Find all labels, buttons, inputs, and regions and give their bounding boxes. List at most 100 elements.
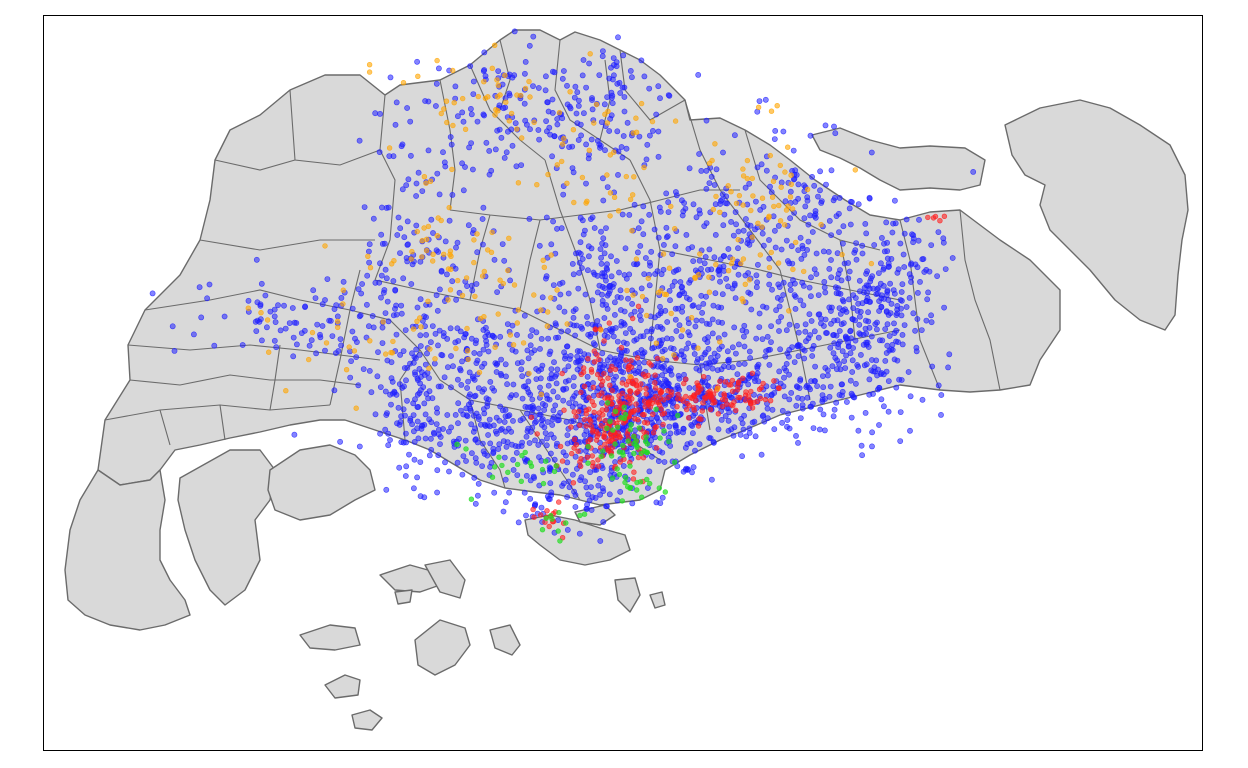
point-blue bbox=[921, 256, 926, 261]
point-blue bbox=[892, 291, 897, 296]
point-blue bbox=[450, 192, 455, 197]
point-blue bbox=[929, 313, 934, 318]
point-orange bbox=[493, 345, 498, 350]
point-orange bbox=[495, 78, 500, 83]
point-blue bbox=[531, 34, 536, 39]
point-blue bbox=[322, 348, 327, 353]
point-orange bbox=[793, 240, 798, 245]
point-red bbox=[578, 464, 583, 469]
point-blue bbox=[658, 501, 663, 506]
point-blue bbox=[600, 351, 605, 356]
point-blue bbox=[484, 140, 489, 145]
point-red bbox=[576, 409, 581, 414]
point-red bbox=[750, 371, 755, 376]
point-orange bbox=[411, 327, 416, 332]
point-green bbox=[644, 450, 649, 455]
point-blue bbox=[694, 318, 699, 323]
point-orange bbox=[383, 352, 388, 357]
point-blue bbox=[598, 247, 603, 252]
point-blue bbox=[929, 320, 934, 325]
point-red bbox=[718, 379, 723, 384]
point-blue bbox=[403, 431, 408, 436]
point-blue bbox=[405, 219, 410, 224]
point-red bbox=[585, 455, 590, 460]
point-blue bbox=[716, 427, 721, 432]
point-blue bbox=[551, 360, 556, 365]
point-blue bbox=[299, 331, 304, 336]
point-blue bbox=[618, 307, 623, 312]
point-blue bbox=[370, 313, 375, 318]
point-blue bbox=[885, 240, 890, 245]
point-blue bbox=[466, 223, 471, 228]
point-blue bbox=[502, 258, 507, 263]
point-blue bbox=[528, 496, 533, 501]
point-blue bbox=[420, 189, 425, 194]
point-blue bbox=[573, 492, 578, 497]
point-blue bbox=[810, 401, 815, 406]
point-orange bbox=[492, 43, 497, 48]
point-blue bbox=[579, 475, 584, 480]
point-orange bbox=[493, 113, 498, 118]
point-blue bbox=[725, 349, 730, 354]
point-blue bbox=[832, 318, 837, 323]
point-blue bbox=[472, 475, 477, 480]
point-blue bbox=[795, 385, 800, 390]
point-red bbox=[708, 407, 713, 412]
point-blue bbox=[778, 297, 783, 302]
point-orange bbox=[751, 194, 756, 199]
point-blue bbox=[796, 354, 801, 359]
point-blue bbox=[483, 73, 488, 78]
point-blue bbox=[442, 375, 447, 380]
point-blue bbox=[892, 357, 897, 362]
point-blue bbox=[383, 267, 388, 272]
point-blue bbox=[523, 59, 528, 64]
point-blue bbox=[681, 426, 686, 431]
point-green bbox=[455, 442, 460, 447]
point-blue bbox=[870, 430, 875, 435]
point-blue bbox=[610, 101, 615, 106]
point-blue bbox=[530, 84, 535, 89]
point-orange bbox=[475, 232, 480, 237]
point-blue bbox=[799, 256, 804, 261]
point-blue bbox=[971, 169, 976, 174]
point-blue bbox=[759, 162, 764, 167]
point-blue bbox=[813, 211, 818, 216]
point-blue bbox=[327, 318, 332, 323]
point-orange bbox=[452, 100, 457, 105]
point-blue bbox=[860, 243, 865, 248]
point-blue bbox=[916, 238, 921, 243]
point-orange bbox=[605, 121, 610, 126]
point-blue bbox=[379, 232, 384, 237]
point-orange bbox=[511, 342, 516, 347]
point-blue bbox=[505, 382, 510, 387]
point-blue bbox=[786, 354, 791, 359]
point-blue bbox=[585, 268, 590, 273]
point-orange bbox=[693, 275, 698, 280]
point-blue bbox=[687, 166, 692, 171]
point-blue bbox=[446, 429, 451, 434]
point-blue bbox=[434, 81, 439, 86]
point-blue bbox=[458, 368, 463, 373]
point-blue bbox=[867, 377, 872, 382]
point-orange bbox=[481, 79, 486, 84]
point-blue bbox=[789, 244, 794, 249]
point-orange bbox=[512, 283, 517, 288]
point-blue bbox=[813, 364, 818, 369]
point-blue bbox=[555, 116, 560, 121]
point-blue bbox=[884, 220, 889, 225]
point-blue bbox=[784, 328, 789, 333]
point-blue bbox=[674, 328, 679, 333]
point-blue bbox=[513, 121, 518, 126]
point-blue bbox=[587, 498, 592, 503]
point-blue bbox=[710, 331, 715, 336]
point-blue bbox=[315, 322, 320, 327]
point-blue bbox=[716, 305, 721, 310]
point-orange bbox=[532, 120, 537, 125]
point-blue bbox=[549, 242, 554, 247]
point-blue bbox=[756, 362, 761, 367]
point-blue bbox=[545, 100, 550, 105]
point-orange bbox=[528, 95, 533, 100]
point-blue bbox=[423, 412, 428, 417]
point-orange bbox=[713, 262, 718, 267]
